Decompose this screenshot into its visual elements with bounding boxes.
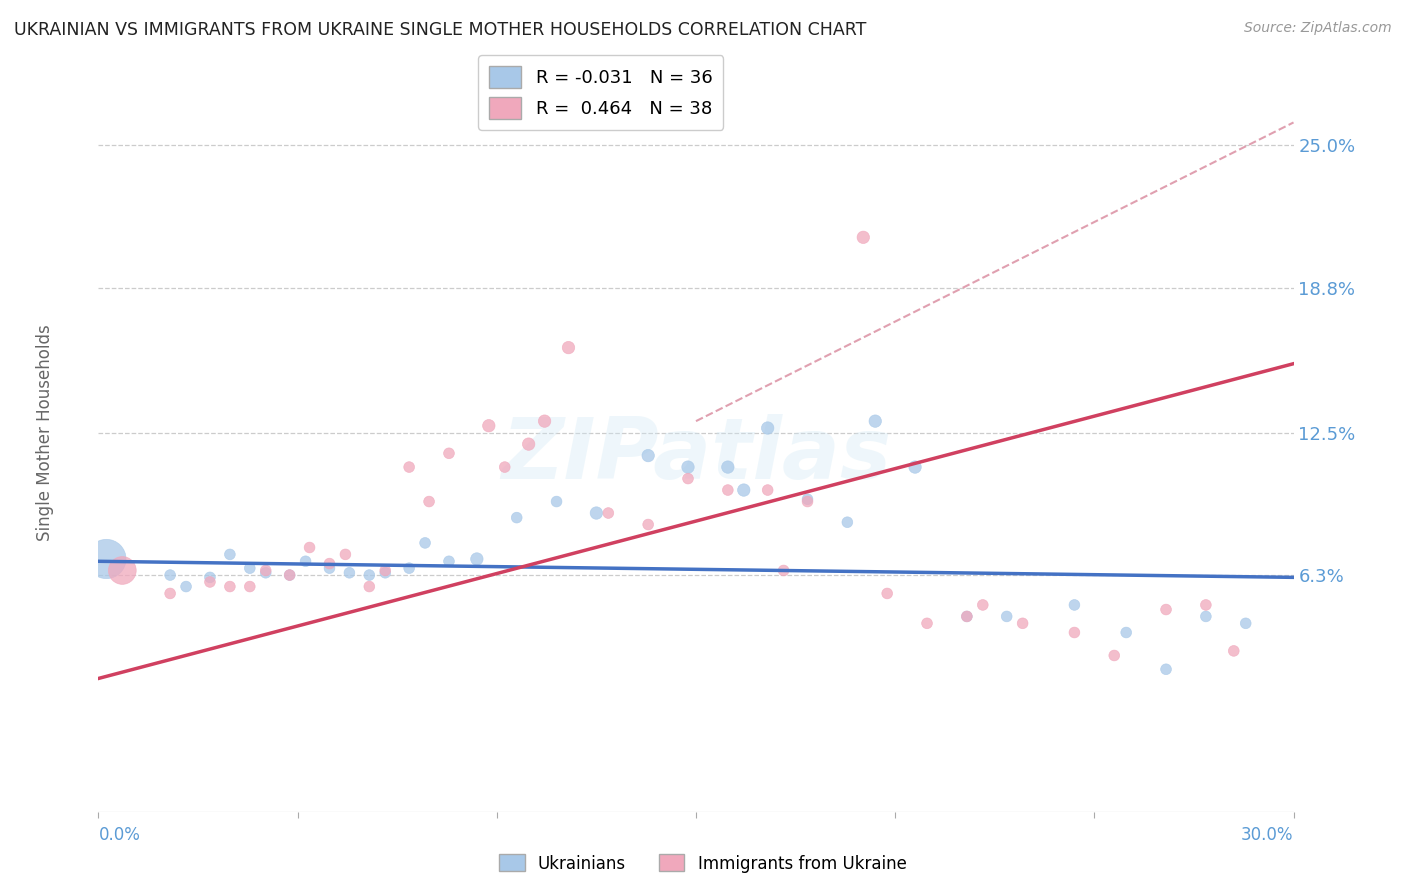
Legend: R = -0.031   N = 36, R =  0.464   N = 38: R = -0.031 N = 36, R = 0.464 N = 38 bbox=[478, 55, 723, 129]
Point bbox=[717, 460, 740, 475]
Point bbox=[111, 564, 134, 578]
Point bbox=[1195, 609, 1218, 624]
Point bbox=[159, 568, 181, 582]
Point bbox=[1234, 616, 1257, 631]
Point bbox=[637, 517, 659, 532]
Point bbox=[174, 580, 197, 594]
Point bbox=[876, 586, 898, 600]
Point bbox=[837, 515, 859, 529]
Point bbox=[374, 566, 396, 580]
Point bbox=[733, 483, 755, 497]
Point bbox=[254, 564, 277, 578]
Point bbox=[437, 446, 460, 460]
Point bbox=[904, 460, 927, 475]
Point bbox=[598, 506, 620, 520]
Point bbox=[865, 414, 887, 428]
Point bbox=[159, 586, 181, 600]
Point bbox=[585, 506, 607, 520]
Point bbox=[359, 568, 381, 582]
Point bbox=[418, 494, 440, 508]
Text: Source: ZipAtlas.com: Source: ZipAtlas.com bbox=[1244, 21, 1392, 35]
Point bbox=[374, 564, 396, 578]
Point bbox=[198, 574, 221, 589]
Point bbox=[756, 421, 779, 435]
Point bbox=[533, 414, 555, 428]
Text: Single Mother Households: Single Mother Households bbox=[35, 325, 53, 541]
Point bbox=[96, 552, 118, 566]
Point bbox=[995, 609, 1018, 624]
Point bbox=[1154, 602, 1177, 616]
Point bbox=[219, 548, 242, 562]
Point bbox=[1011, 616, 1033, 631]
Point bbox=[1063, 625, 1085, 640]
Point bbox=[956, 609, 979, 624]
Point bbox=[339, 566, 361, 580]
Point bbox=[557, 341, 579, 355]
Point bbox=[1195, 598, 1218, 612]
Point bbox=[335, 548, 357, 562]
Point bbox=[278, 568, 301, 582]
Point bbox=[239, 561, 262, 575]
Point bbox=[756, 483, 779, 497]
Point bbox=[796, 492, 818, 507]
Point bbox=[413, 536, 436, 550]
Point bbox=[359, 580, 381, 594]
Point bbox=[506, 510, 529, 524]
Point bbox=[1154, 662, 1177, 676]
Point bbox=[1115, 625, 1137, 640]
Point bbox=[219, 580, 242, 594]
Point bbox=[546, 494, 568, 508]
Point bbox=[198, 570, 221, 584]
Text: UKRAINIAN VS IMMIGRANTS FROM UKRAINE SINGLE MOTHER HOUSEHOLDS CORRELATION CHART: UKRAINIAN VS IMMIGRANTS FROM UKRAINE SIN… bbox=[14, 21, 866, 38]
Text: 0.0%: 0.0% bbox=[98, 825, 141, 844]
Point bbox=[398, 561, 420, 575]
Point bbox=[278, 568, 301, 582]
Point bbox=[676, 460, 699, 475]
Text: 30.0%: 30.0% bbox=[1241, 825, 1294, 844]
Point bbox=[478, 418, 501, 433]
Point bbox=[637, 449, 659, 463]
Text: ZIPatlas: ZIPatlas bbox=[501, 414, 891, 497]
Point bbox=[1223, 644, 1246, 658]
Point bbox=[717, 483, 740, 497]
Point bbox=[494, 460, 516, 475]
Point bbox=[956, 609, 979, 624]
Point bbox=[398, 460, 420, 475]
Point bbox=[437, 554, 460, 568]
Point bbox=[318, 561, 340, 575]
Point bbox=[852, 230, 875, 244]
Point bbox=[772, 564, 794, 578]
Point bbox=[1104, 648, 1126, 663]
Point bbox=[796, 494, 818, 508]
Point bbox=[972, 598, 994, 612]
Point bbox=[239, 580, 262, 594]
Point bbox=[254, 566, 277, 580]
Point bbox=[676, 472, 699, 486]
Point bbox=[915, 616, 938, 631]
Point bbox=[517, 437, 540, 451]
Point bbox=[465, 552, 488, 566]
Legend: Ukrainians, Immigrants from Ukraine: Ukrainians, Immigrants from Ukraine bbox=[494, 847, 912, 880]
Point bbox=[318, 557, 340, 571]
Point bbox=[294, 554, 316, 568]
Point bbox=[1063, 598, 1085, 612]
Point bbox=[298, 541, 321, 555]
